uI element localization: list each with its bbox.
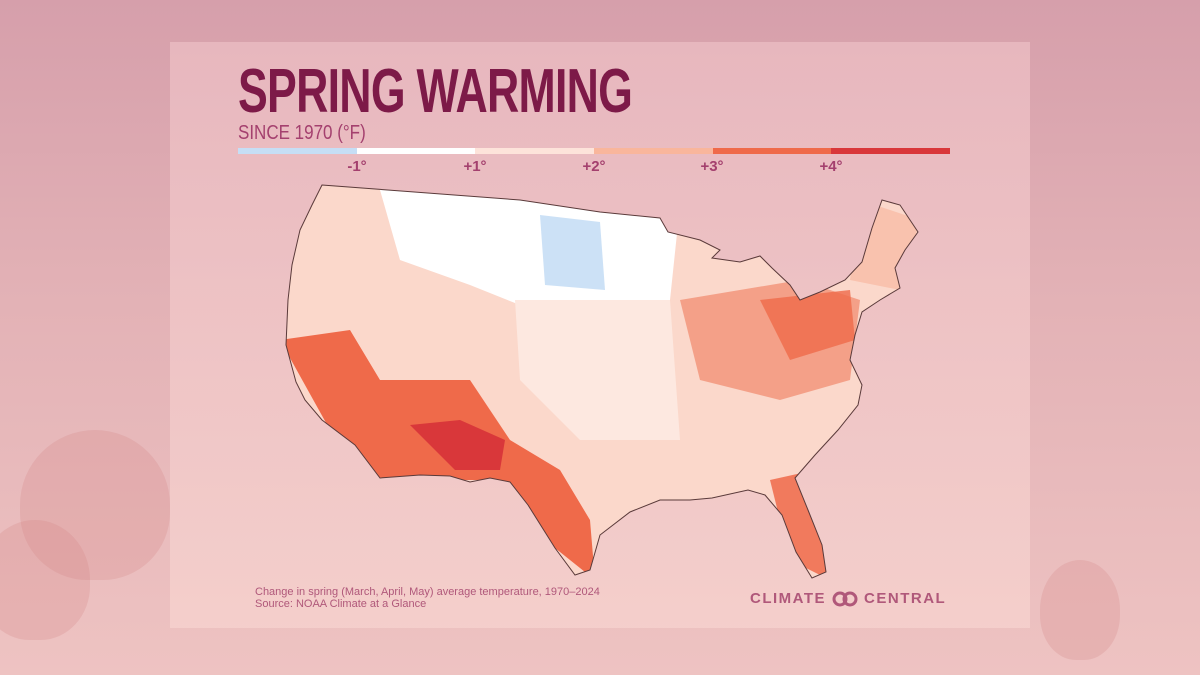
legend-tick: +3° bbox=[700, 158, 724, 175]
legend-tick: -1° bbox=[347, 158, 367, 175]
region-central bbox=[515, 300, 680, 440]
region-mid-atlantic bbox=[760, 290, 855, 360]
background-tulip bbox=[0, 520, 90, 640]
logo-text-left: CLIMATE bbox=[750, 590, 827, 607]
legend-tick: +1° bbox=[463, 158, 487, 175]
region-southwest-warming bbox=[286, 330, 595, 578]
legend-tick: +2° bbox=[582, 158, 606, 175]
legend-swatch bbox=[594, 148, 713, 154]
region-new-mexico-hotspot bbox=[410, 420, 505, 470]
legend-swatch bbox=[356, 148, 476, 154]
color-legend bbox=[238, 148, 951, 154]
subtitle: SINCE 1970 (°F) bbox=[238, 122, 366, 144]
legend-swatch bbox=[831, 148, 951, 154]
region-florida bbox=[770, 470, 830, 578]
region-new-england bbox=[850, 200, 918, 290]
legend-swatch bbox=[238, 148, 357, 154]
legend-tick: +4° bbox=[819, 158, 843, 175]
region-northern-plains bbox=[380, 190, 680, 305]
page-title: SPRING WARMING bbox=[238, 57, 633, 126]
logo-text-right: CENTRAL bbox=[864, 590, 947, 607]
legend-swatch bbox=[475, 148, 595, 154]
logo-rings-icon bbox=[832, 591, 858, 606]
background-tulip bbox=[20, 430, 170, 580]
source: Source: NOAA Climate at a Glance bbox=[255, 598, 427, 610]
background-tulip bbox=[1040, 560, 1120, 660]
region-dakotas-cooling bbox=[540, 215, 605, 290]
legend-swatch bbox=[712, 148, 832, 154]
climate-central-logo: CLIMATE CENTRAL bbox=[750, 590, 946, 607]
caption: Change in spring (March, April, May) ave… bbox=[255, 586, 600, 598]
footer-notes: Change in spring (March, April, May) ave… bbox=[255, 586, 600, 610]
